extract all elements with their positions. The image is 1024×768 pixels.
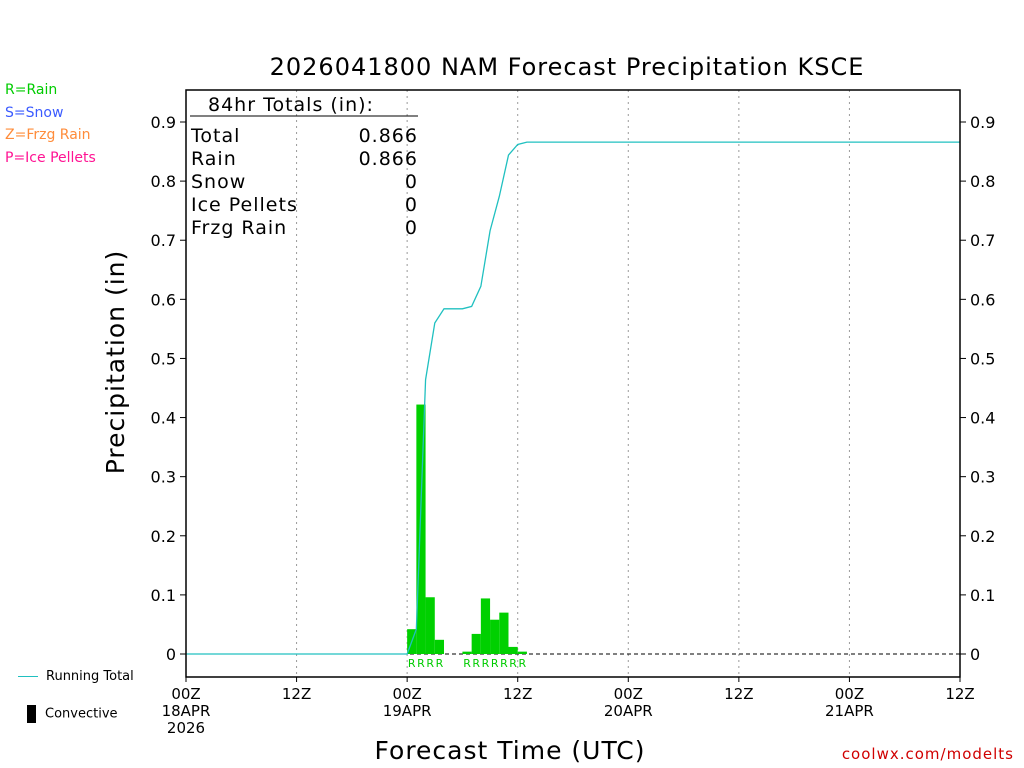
source-credit: coolwx.com/modelts [841, 745, 1014, 763]
precip-bar-1 [416, 404, 426, 654]
ytick-label-left-9: 0.9 [151, 113, 176, 132]
ytick-label-left-7: 0.7 [151, 231, 176, 250]
ytick-label-right-7: 0.7 [970, 231, 995, 250]
xtick-label-4-1: 20APR [604, 702, 653, 720]
xtick-label-6-0: 00Z [835, 685, 864, 703]
ytick-label-right-9: 0.9 [970, 113, 995, 132]
ptype-label-4: R [463, 657, 471, 670]
running-total-swatch [18, 676, 38, 677]
precip-bar-10 [517, 651, 527, 654]
precip-bar-9 [508, 646, 518, 654]
ytick-label-left-4: 0.4 [151, 409, 176, 428]
xtick-label-0-2: 2026 [167, 719, 205, 737]
ytick-label-left-8: 0.8 [151, 172, 176, 191]
x-axis-title: Forecast Time (UTC) [375, 736, 646, 765]
ytick-label-right-2: 0.2 [970, 527, 995, 546]
ytick-label-left-1: 0.1 [151, 586, 176, 605]
ptype-label-8: R [500, 657, 508, 670]
legend-convective: Convective [18, 705, 118, 723]
totals-label-1: Rain [191, 148, 237, 170]
ytick-label-right-4: 0.4 [970, 409, 995, 428]
convective-swatch [27, 705, 36, 723]
y-axis-title: Precipitation (in) [101, 250, 130, 475]
precip-bar-5 [471, 633, 481, 654]
legend-key-ice-pellets: P=Ice Pellets [5, 150, 96, 166]
totals-title: 84hr Totals (in): [208, 94, 374, 116]
precip-bar-4 [462, 651, 472, 654]
ytick-label-right-3: 0.3 [970, 468, 995, 487]
totals-label-3: Ice Pellets [191, 194, 298, 216]
plot-frame [185, 89, 961, 678]
ptype-label-10: R [518, 657, 526, 670]
ytick-label-left-6: 0.6 [151, 290, 176, 309]
totals-label-2: Snow [191, 171, 246, 193]
ytick-label-left-0: 0 [166, 645, 176, 664]
totals-value-2: 0 [405, 171, 418, 193]
legend-key-rain: R=Rain [5, 82, 58, 98]
xtick-label-7-0: 12Z [945, 685, 974, 703]
legend-running-total-label: Running Total [46, 669, 134, 684]
ptype-label-1: R [417, 657, 425, 670]
totals-label-0: Total [190, 125, 240, 147]
legend-key-frzg-rain: Z=Frzg Rain [5, 127, 91, 143]
ptype-label-6: R [482, 657, 490, 670]
xtick-label-6-1: 21APR [825, 702, 874, 720]
totals-value-1: 0.866 [359, 148, 418, 170]
ytick-label-right-0: 0 [970, 645, 980, 664]
legend-running-total: Running Total [18, 669, 134, 684]
precip-bar-2 [425, 597, 435, 654]
ytick-label-left-5: 0.5 [151, 349, 176, 368]
precip-bar-8 [499, 612, 509, 654]
totals-label-4: Frzg Rain [191, 217, 287, 239]
legend-convective-label: Convective [45, 706, 118, 722]
ptype-label-0: R [408, 657, 416, 670]
xtick-label-1-0: 12Z [282, 685, 311, 703]
running-total-line [186, 141, 960, 655]
xtick-label-3-0: 12Z [503, 685, 532, 703]
precip-bar-3 [434, 639, 444, 654]
precip-bar-6 [480, 598, 491, 654]
xtick-label-2-0: 00Z [392, 685, 421, 703]
xtick-label-2-1: 19APR [383, 702, 432, 720]
totals-value-0: 0.866 [359, 125, 418, 147]
xtick-label-0-1: 18APR [162, 702, 211, 720]
totals-value-4: 0 [405, 217, 418, 239]
ptype-label-2: R [426, 657, 434, 670]
precip-bar-7 [490, 619, 500, 654]
legend-key-snow: S=Snow [5, 105, 64, 121]
ytick-label-right-1: 0.1 [970, 586, 995, 605]
ptype-label-7: R [491, 657, 499, 670]
ytick-label-right-6: 0.6 [970, 290, 995, 309]
ptype-label-5: R [472, 657, 480, 670]
chart-title: 2026041800 NAM Forecast Precipitation KS… [270, 53, 865, 81]
ytick-label-right-8: 0.8 [970, 172, 995, 191]
xtick-label-5-0: 12Z [724, 685, 753, 703]
totals-value-3: 0 [405, 194, 418, 216]
xtick-label-0-0: 00Z [171, 685, 200, 703]
xtick-label-4-0: 00Z [614, 685, 643, 703]
ptype-label-9: R [509, 657, 517, 670]
ytick-label-left-2: 0.2 [151, 527, 176, 546]
ytick-label-left-3: 0.3 [151, 468, 176, 487]
ytick-label-right-5: 0.5 [970, 349, 995, 368]
ptype-label-3: R [436, 657, 444, 670]
